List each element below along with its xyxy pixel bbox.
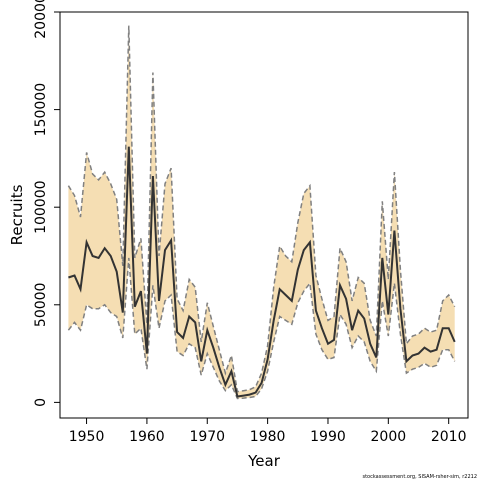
- x-tick-label: 1970: [189, 429, 225, 445]
- credit-text: stockassessment.org, SISAM-rsher-sim, r2…: [362, 474, 477, 480]
- x-tick-label: 1990: [310, 429, 346, 445]
- lower-bound-line: [67, 257, 456, 400]
- upper-bound-line: [67, 25, 456, 393]
- estimate-line: [68, 146, 456, 398]
- plot-frame: [59, 11, 469, 419]
- y-tick-label: 0: [33, 398, 49, 407]
- y-tick-label: 200000: [33, 0, 49, 39]
- y-axis: 0 50000 100000 150000 200000: [33, 0, 60, 407]
- x-tick-label: 1960: [129, 429, 165, 445]
- y-tick-label: 100000: [33, 180, 49, 233]
- x-tick-label: 2000: [371, 429, 407, 445]
- x-axis: 1950 1960 1970 1980 1990 2000 2010: [69, 418, 467, 445]
- x-tick-label: 1980: [250, 429, 286, 445]
- y-tick-label: 50000: [33, 283, 49, 328]
- x-tick-label: 2010: [431, 429, 467, 445]
- x-tick-label: 1950: [69, 429, 105, 445]
- confidence-band: [68, 25, 455, 399]
- y-tick-label: 150000: [33, 83, 49, 136]
- y-axis-title: Recruits: [8, 184, 26, 245]
- x-axis-title: Year: [247, 452, 281, 470]
